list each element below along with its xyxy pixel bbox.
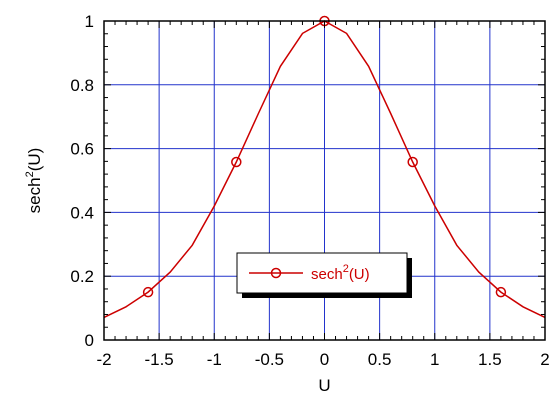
y-axis-title-group: sech2(U) — [24, 148, 44, 214]
y-tick-label: 0.8 — [70, 76, 94, 95]
x-tick-label: -1 — [207, 350, 222, 369]
x-tick-label: 2 — [540, 350, 549, 369]
x-tick-label: -0.5 — [255, 350, 284, 369]
legend: sech2(U) — [236, 252, 412, 298]
legend-label: sech2(U) — [311, 263, 370, 283]
x-tick-label: 1 — [430, 350, 439, 369]
x-tick-label: 0.5 — [368, 350, 392, 369]
data-point-marker — [407, 156, 418, 168]
data-point-marker — [495, 286, 507, 298]
ticks — [103, 20, 546, 341]
x-tick-label: -1.5 — [144, 350, 173, 369]
x-tick-label: -2 — [96, 350, 111, 369]
y-tick-label: 0.2 — [70, 267, 94, 286]
y-tick-label: 1 — [85, 12, 94, 31]
y-tick-label: 0.4 — [70, 203, 94, 222]
y-axis-title: sech2(U) — [24, 148, 44, 214]
x-tick-label: 0 — [320, 350, 329, 369]
x-tick-label: 1.5 — [478, 350, 502, 369]
data-point-marker — [231, 156, 242, 168]
y-tick-label: 0 — [85, 331, 94, 350]
data-point-marker — [142, 286, 154, 298]
tick-labels: -2 -1.5 -1 -0.5 0 0.5 1 1.5 2 0 0.2 0.4 0.6 0.8 1 — [70, 12, 549, 369]
grid — [104, 21, 545, 340]
legend-marker-sample — [270, 267, 282, 279]
x-axis-title: U — [318, 376, 330, 395]
y-tick-label: 0.6 — [70, 140, 94, 159]
